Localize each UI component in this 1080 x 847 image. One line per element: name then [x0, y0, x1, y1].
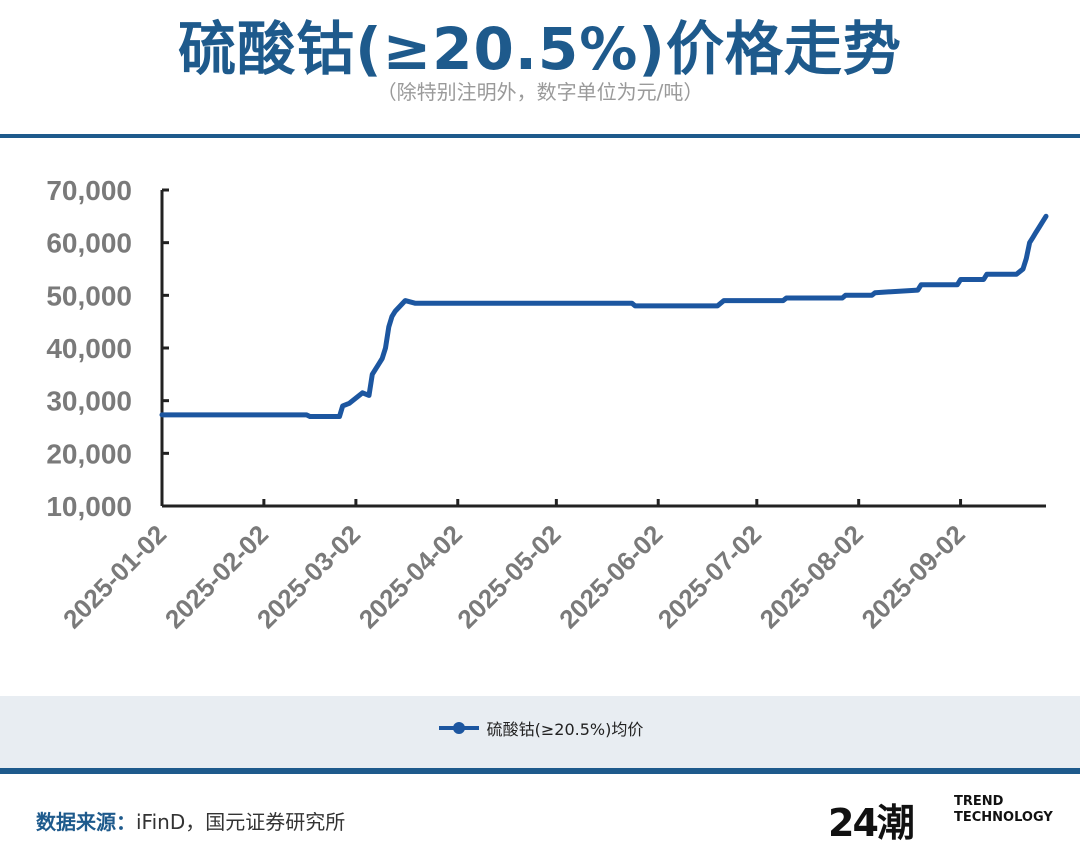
- legend-label: 硫酸钴(≥20.5%)均价: [486, 720, 644, 739]
- x-tick-label: 2025-04-02: [353, 519, 468, 634]
- chart-axes: [160, 190, 1046, 508]
- y-axis-ticks: 70,000 60,000 50,000 40,000 30,000 20,000 10,0…: [46, 175, 169, 522]
- y-tick-label: 70,000: [46, 175, 132, 206]
- x-axis-ticks: 2025-01-022025-02-022025-03-022025-04-02…: [57, 499, 971, 634]
- top-divider: [0, 134, 1080, 138]
- logo-line2: TECHNOLOGY: [954, 810, 1053, 825]
- y-tick-label: 40,000: [46, 333, 132, 364]
- legend-band: 硫酸钴(≥20.5%)均价: [0, 696, 1080, 768]
- logo-line1: TREND: [954, 794, 1004, 809]
- bottom-divider: [0, 768, 1080, 774]
- x-tick-label: 2025-01-02: [57, 519, 172, 634]
- y-tick-label: 10,000: [46, 491, 132, 522]
- x-tick-label: 2025-05-02: [451, 519, 566, 634]
- line-chart: 70,000 60,000 50,000 40,000 30,000 20,000 10,0…: [46, 175, 1049, 634]
- x-tick-label: 2025-09-02: [856, 519, 971, 634]
- source-label: 数据来源：: [36, 810, 136, 834]
- legend-line-marker-icon: [438, 722, 479, 734]
- x-tick-label: 2025-07-02: [652, 519, 767, 634]
- y-tick-label: 30,000: [46, 386, 132, 417]
- logo-mark: 24潮: [828, 801, 915, 845]
- brand-logo: 24潮 TREND TECHNOLOGY: [828, 792, 1053, 845]
- source-text: iFinD，国元证券研究所: [136, 810, 346, 834]
- page-title: 硫酸钴(≥20.5%)价格走势: [178, 15, 902, 83]
- x-tick-label: 2025-08-02: [754, 519, 869, 634]
- y-tick-label: 50,000: [46, 280, 132, 311]
- y-tick-label: 20,000: [46, 438, 132, 469]
- source-note: 数据来源：iFinD，国元证券研究所: [36, 806, 345, 835]
- x-tick-label: 2025-06-02: [553, 519, 668, 634]
- y-tick-label: 60,000: [46, 228, 132, 259]
- page-subtitle: （除特别注明外，数字单位为元/吨）: [376, 80, 704, 104]
- series-line: [159, 213, 1049, 419]
- chart-series: [159, 213, 1049, 419]
- chart-legend: 硫酸钴(≥20.5%)均价: [0, 716, 1080, 740]
